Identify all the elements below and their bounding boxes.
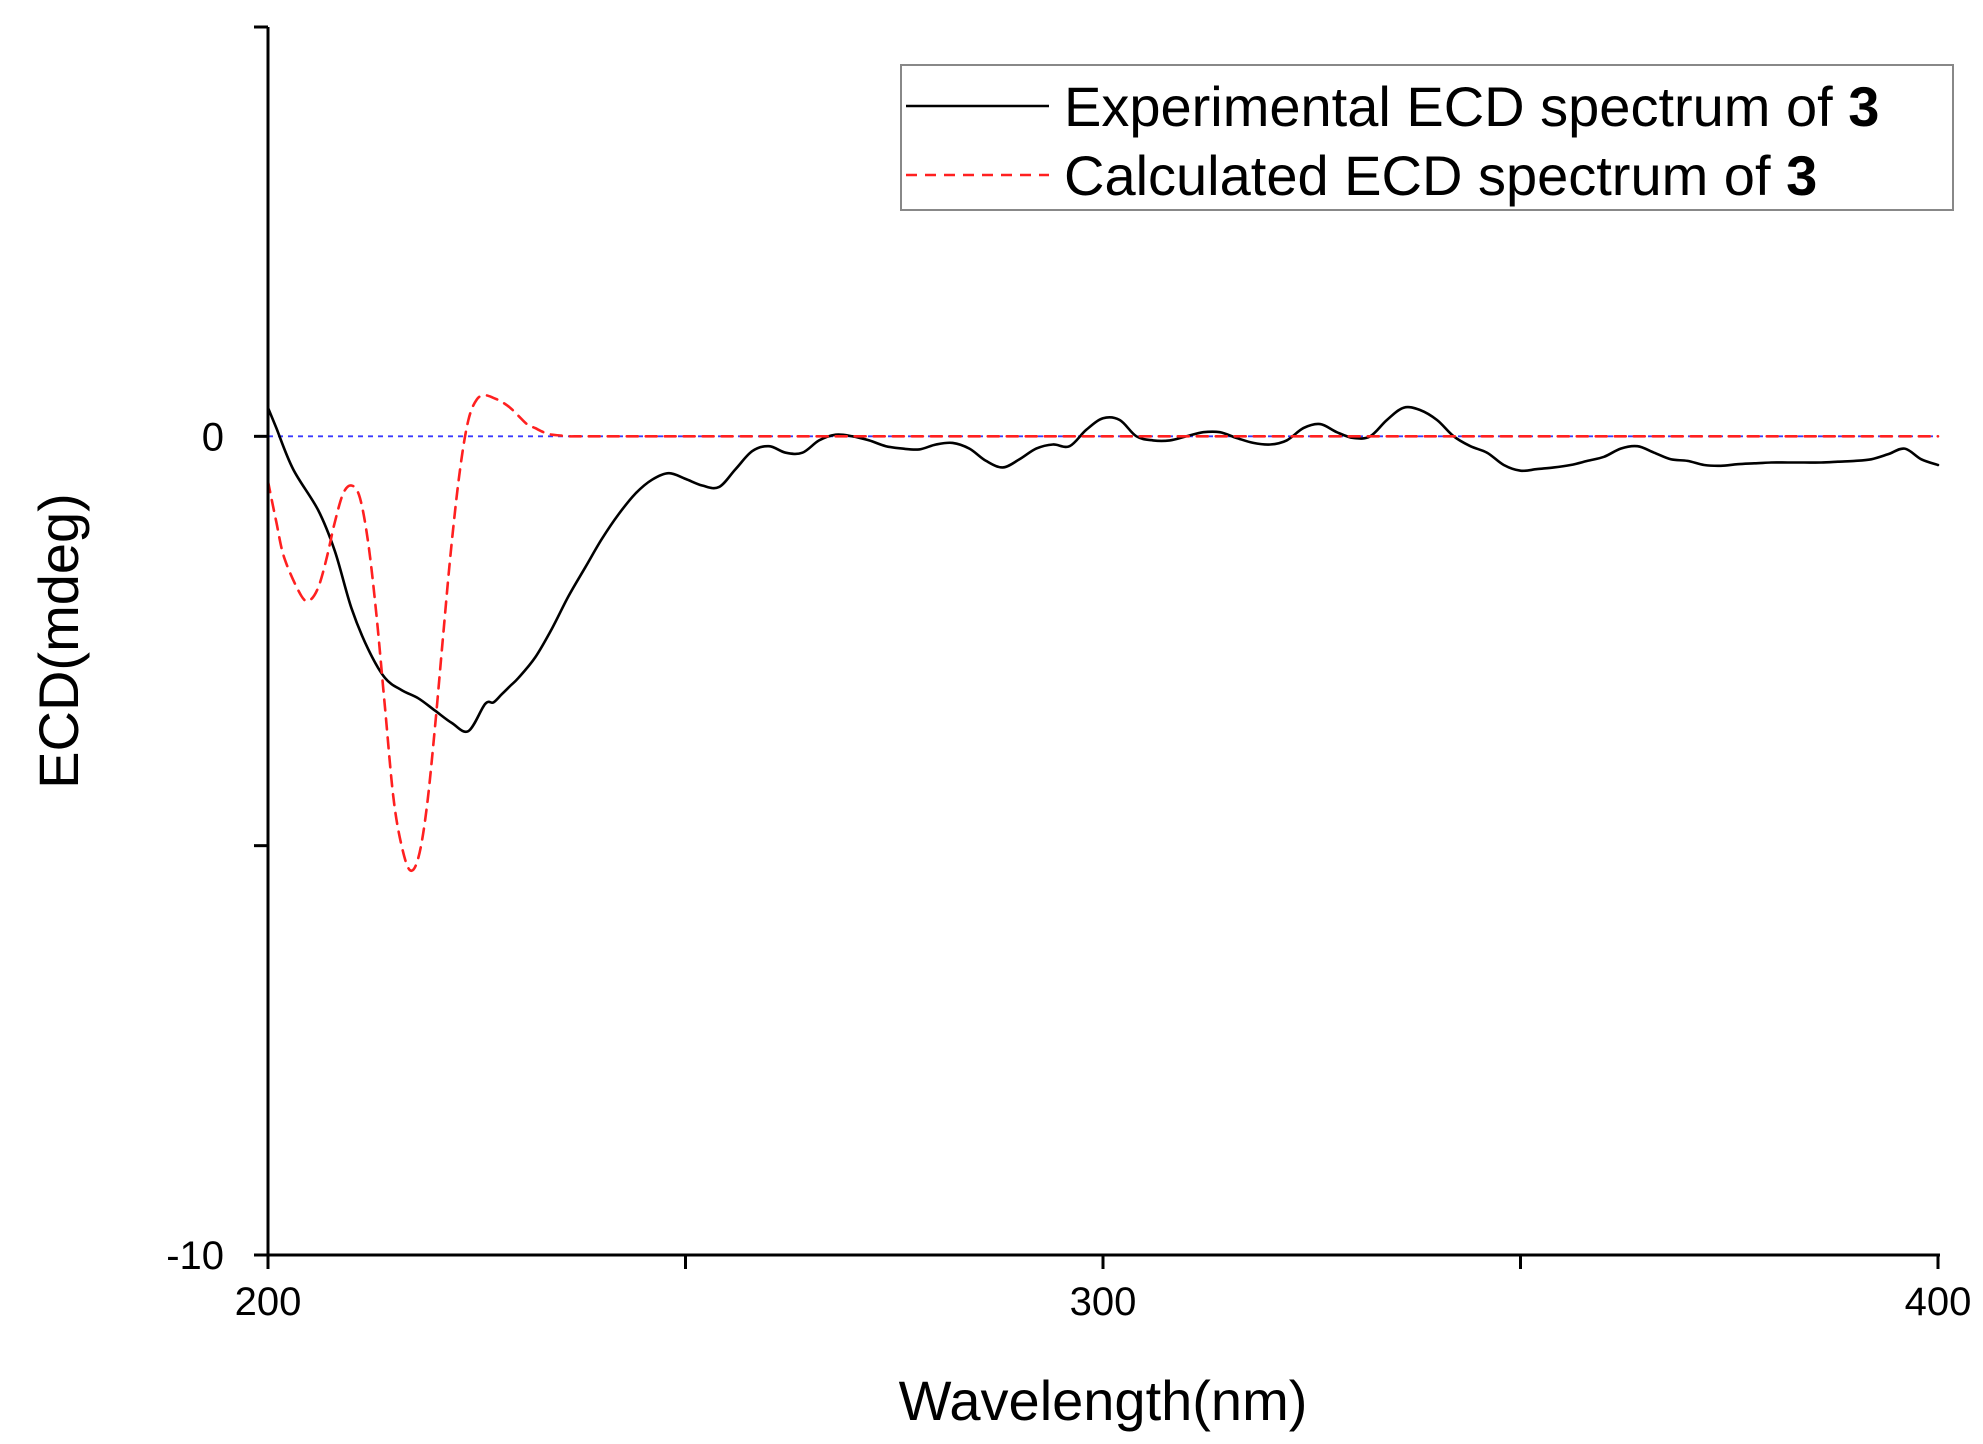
- x-tick-label-400: 400: [1905, 1280, 1972, 1324]
- x-axis-title: Wavelength(nm): [899, 1369, 1308, 1432]
- x-tick-label-300: 300: [1070, 1280, 1137, 1324]
- legend-label-experimental: Experimental ECD spectrum of 3: [1064, 75, 1879, 138]
- legend-box: [900, 64, 1954, 211]
- y-axis-title: ECD(mdeg): [27, 493, 90, 789]
- ticks-layer: 200 300 400 -10 0: [166, 25, 1972, 1324]
- y-tick-label--10: -10: [166, 1234, 224, 1278]
- legend-label-calculated: Calculated ECD spectrum of 3: [1064, 144, 1817, 207]
- series-line-experimental: [266, 405, 1940, 734]
- y-tick-label-0: 0: [202, 415, 224, 459]
- legend: Experimental ECD spectrum of 3 Calculate…: [900, 64, 1954, 211]
- x-tick-label-200: 200: [235, 1280, 302, 1324]
- series-layer: [266, 394, 1940, 872]
- series-line-calculated: [266, 394, 1940, 872]
